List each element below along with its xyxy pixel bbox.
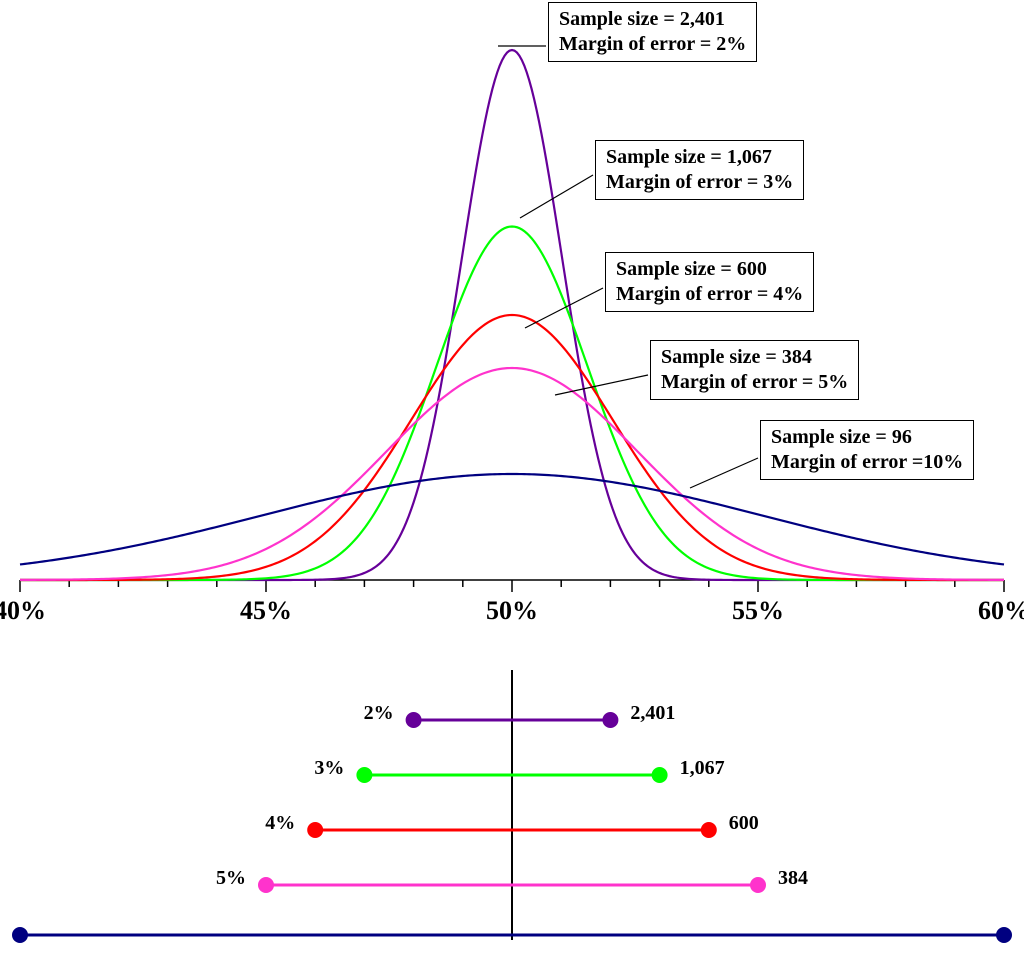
interval-size-label: 600: [729, 812, 759, 835]
callout-line1: Sample size = 384: [661, 345, 848, 370]
callout-n1067: Sample size = 1,067 Margin of error = 3%: [595, 140, 804, 200]
figure-svg: [0, 0, 1024, 968]
callout-n2401: Sample size = 2,401 Margin of error = 2%: [548, 2, 757, 62]
interval-moe-label: 5%: [216, 867, 246, 890]
interval-moe-label: 3%: [314, 757, 344, 780]
callout-line2: Margin of error = 5%: [661, 370, 848, 395]
callout-line1: Sample size = 96: [771, 425, 963, 450]
x-axis-label: 60%: [978, 596, 1024, 626]
interval-size-label: 2,401: [630, 702, 675, 725]
callout-n600: Sample size = 600 Margin of error = 4%: [605, 252, 814, 312]
callout-n384: Sample size = 384 Margin of error = 5%: [650, 340, 859, 400]
callout-line1: Sample size = 2,401: [559, 7, 746, 32]
callout-line2: Margin of error = 2%: [559, 32, 746, 57]
x-axis-label: 55%: [732, 596, 784, 626]
callout-line2: Margin of error = 3%: [606, 170, 793, 195]
interval-size-label: 1,067: [680, 757, 725, 780]
x-axis-label: 50%: [486, 596, 538, 626]
x-axis-label: 40%: [0, 596, 46, 626]
interval-moe-label: 2%: [364, 702, 394, 725]
callout-line1: Sample size = 600: [616, 257, 803, 282]
callout-line2: Margin of error =10%: [771, 450, 963, 475]
callout-line2: Margin of error = 4%: [616, 282, 803, 307]
callout-n96: Sample size = 96 Margin of error =10%: [760, 420, 974, 480]
callout-line1: Sample size = 1,067: [606, 145, 793, 170]
x-axis-label: 45%: [240, 596, 292, 626]
interval-size-label: 384: [778, 867, 808, 890]
interval-moe-label: 4%: [265, 812, 295, 835]
